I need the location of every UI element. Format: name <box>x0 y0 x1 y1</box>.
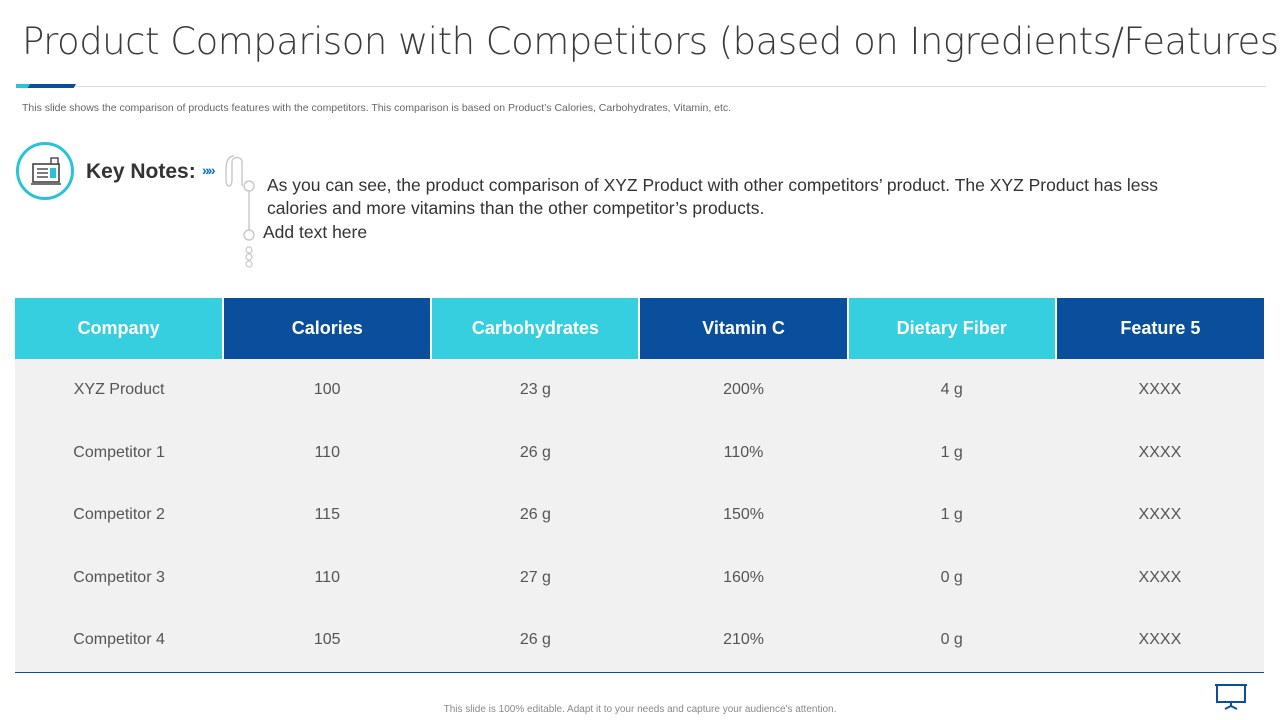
cell-company: XYZ Product <box>15 359 224 422</box>
presentation-board-icon <box>1215 684 1247 710</box>
header-carbohydrates: Carbohydrates <box>431 298 641 359</box>
table-row: Competitor 2 115 26 g 150% 1 g XXXX <box>15 484 1264 547</box>
cell-company: Competitor 4 <box>15 609 224 673</box>
slide-subtitle: This slide shows the comparison of produ… <box>22 102 732 114</box>
table-header-row: Company Calories Carbohydrates Vitamin C… <box>15 298 1264 359</box>
cell-carbohydrates: 26 g <box>431 484 640 547</box>
cell-company: Competitor 3 <box>15 546 224 609</box>
cell-calories: 100 <box>223 359 432 422</box>
footer-note: This slide is 100% editable. Adapt it to… <box>443 704 837 715</box>
table-row: Competitor 3 110 27 g 160% 0 g XXXX <box>15 546 1264 609</box>
cell-dietary-fiber: 0 g <box>847 546 1056 609</box>
add-text-placeholder: Add text here <box>263 222 368 242</box>
cell-dietary-fiber: 1 g <box>847 421 1056 484</box>
key-notes-label: Key Notes: <box>86 160 196 183</box>
cell-feature-5: XXXX <box>1055 546 1264 609</box>
cell-calories: 110 <box>223 546 432 609</box>
header-feature-5: Feature 5 <box>1055 298 1264 359</box>
table-row: Competitor 1 110 26 g 110% 1 g XXXX <box>15 421 1264 484</box>
cell-carbohydrates: 26 g <box>431 421 640 484</box>
notes-document-icon <box>16 142 74 200</box>
cell-company: Competitor 2 <box>15 484 224 547</box>
header-vitamin-c: Vitamin C <box>639 298 849 359</box>
cell-vitamin-c: 200% <box>639 359 848 422</box>
cell-feature-5: XXXX <box>1055 359 1264 422</box>
header-dietary-fiber: Dietary Fiber <box>847 298 1057 359</box>
timeline-connector <box>225 155 255 268</box>
cell-vitamin-c: 210% <box>639 609 848 673</box>
cell-calories: 115 <box>223 484 432 547</box>
cell-company: Competitor 1 <box>15 421 224 484</box>
header-calories: Calories <box>223 298 433 359</box>
cell-dietary-fiber: 0 g <box>847 609 1056 673</box>
title-accent-bar <box>16 84 76 88</box>
cell-calories: 105 <box>223 609 432 673</box>
cell-carbohydrates: 27 g <box>431 546 640 609</box>
cell-carbohydrates: 23 g <box>431 359 640 422</box>
slide-title: Product Comparison with Competitors (bas… <box>22 20 1280 63</box>
table-row: XYZ Product 100 23 g 200% 4 g XXXX <box>15 359 1264 422</box>
cell-vitamin-c: 110% <box>639 421 848 484</box>
cell-feature-5: XXXX <box>1055 421 1264 484</box>
cell-calories: 110 <box>223 421 432 484</box>
cell-feature-5: XXXX <box>1055 609 1264 673</box>
title-divider <box>16 86 1266 87</box>
cell-feature-5: XXXX <box>1055 484 1264 547</box>
chevron-right-icon: »» <box>202 162 216 178</box>
cell-vitamin-c: 160% <box>639 546 848 609</box>
cell-vitamin-c: 150% <box>639 484 848 547</box>
table-row: Competitor 4 105 26 g 210% 0 g XXXX <box>15 609 1264 673</box>
comparison-table: Company Calories Carbohydrates Vitamin C… <box>15 298 1264 673</box>
header-company: Company <box>15 298 225 359</box>
cell-carbohydrates: 26 g <box>431 609 640 673</box>
cell-dietary-fiber: 4 g <box>847 359 1056 422</box>
cell-dietary-fiber: 1 g <box>847 484 1056 547</box>
key-note-text: As you can see, the product comparison o… <box>267 175 1158 218</box>
